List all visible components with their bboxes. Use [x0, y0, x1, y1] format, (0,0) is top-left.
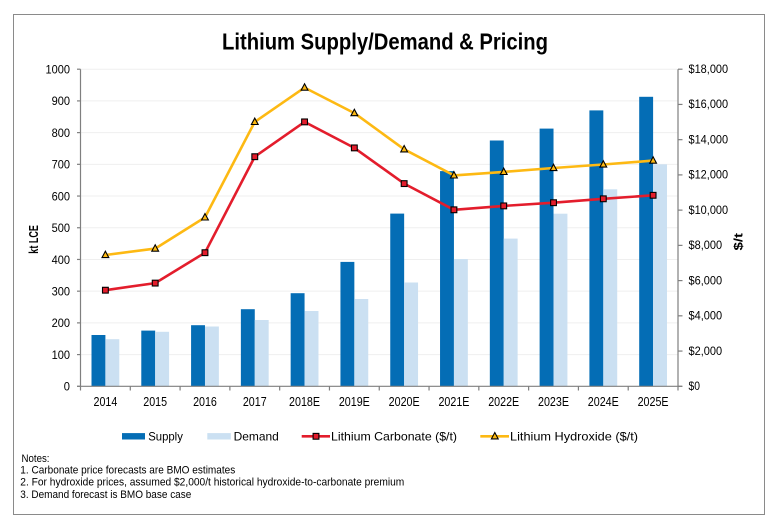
- svg-text:$10,000: $10,000: [689, 203, 729, 217]
- svg-text:800: 800: [52, 126, 71, 140]
- svg-text:$6,000: $6,000: [689, 273, 723, 287]
- svg-text:$12,000: $12,000: [689, 168, 729, 182]
- svg-text:300: 300: [52, 285, 71, 299]
- svg-text:200: 200: [52, 316, 71, 330]
- svg-text:$/t: $/t: [732, 233, 746, 251]
- svg-text:Supply: Supply: [148, 430, 183, 444]
- svg-text:kt LCE: kt LCE: [26, 225, 41, 254]
- svg-text:2022E: 2022E: [488, 395, 519, 409]
- svg-text:3. Demand forecast is BMO base: 3. Demand forecast is BMO base case: [20, 489, 191, 501]
- svg-text:2015: 2015: [143, 395, 167, 409]
- svg-text:500: 500: [52, 221, 71, 235]
- svg-text:$4,000: $4,000: [689, 309, 723, 323]
- svg-text:2020E: 2020E: [389, 395, 420, 409]
- svg-text:2025E: 2025E: [638, 395, 669, 409]
- svg-text:$14,000: $14,000: [689, 133, 729, 147]
- svg-text:$0: $0: [689, 379, 701, 393]
- svg-text:$16,000: $16,000: [689, 97, 729, 111]
- svg-text:Lithium Carbonate ($/t): Lithium Carbonate ($/t): [331, 430, 457, 444]
- svg-text:Lithium Supply/Demand & Pricin: Lithium Supply/Demand & Pricing: [222, 29, 548, 55]
- svg-text:2016: 2016: [193, 395, 217, 409]
- svg-text:700: 700: [52, 158, 71, 172]
- svg-text:2021E: 2021E: [438, 395, 469, 409]
- svg-text:2014: 2014: [94, 395, 118, 409]
- svg-text:1. Carbonate price forecasts a: 1. Carbonate price forecasts are BMO est…: [20, 465, 235, 477]
- svg-text:400: 400: [52, 253, 71, 267]
- svg-text:2. For hydroxide prices, assum: 2. For hydroxide prices, assumed $2,000/…: [20, 477, 404, 489]
- svg-text:$8,000: $8,000: [689, 238, 723, 252]
- svg-text:Lithium Hydroxide ($/t): Lithium Hydroxide ($/t): [510, 430, 638, 444]
- svg-text:Demand: Demand: [234, 430, 279, 444]
- svg-text:$18,000: $18,000: [689, 62, 729, 76]
- svg-text:2024E: 2024E: [588, 395, 619, 409]
- svg-text:1000: 1000: [46, 63, 71, 77]
- svg-text:900: 900: [52, 94, 71, 108]
- svg-text:$2,000: $2,000: [689, 344, 723, 358]
- svg-text:Notes:: Notes:: [22, 453, 50, 465]
- svg-text:600: 600: [52, 189, 71, 203]
- svg-text:100: 100: [52, 348, 71, 362]
- svg-text:0: 0: [64, 380, 70, 394]
- svg-text:2019E: 2019E: [339, 395, 370, 409]
- svg-text:2017: 2017: [243, 395, 267, 409]
- svg-text:2023E: 2023E: [538, 395, 569, 409]
- svg-text:2018E: 2018E: [289, 395, 320, 409]
